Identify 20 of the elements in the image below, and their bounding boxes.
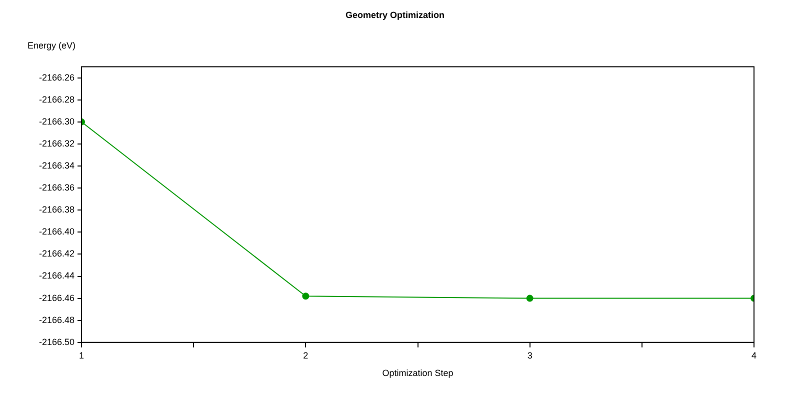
y-tick-label: -2166.44	[39, 270, 75, 281]
x-axis-title: Optimization Step	[382, 368, 454, 378]
y-tick-label: -2166.36	[39, 182, 75, 193]
y-tick-label: -2166.46	[39, 292, 75, 303]
chart-title: Geometry Optimization	[345, 10, 445, 20]
y-tick-label: -2166.30	[39, 116, 75, 126]
y-tick-label: -2166.34	[39, 160, 75, 170]
y-tick-label: -2166.48	[39, 314, 75, 325]
y-tick-label: -2166.42	[39, 248, 75, 259]
x-tick-label: 4	[751, 350, 757, 360]
y-tick-label: -2166.28	[39, 94, 75, 104]
y-axis-title: Energy (eV)	[28, 40, 76, 50]
y-tick-label: -2166.40	[39, 226, 75, 237]
y-tick-label: -2166.32	[39, 138, 75, 148]
y-tick-label: -2166.50	[39, 336, 75, 347]
x-tick-label: 2	[303, 350, 308, 360]
x-tick-label: 3	[527, 350, 532, 360]
x-tick-label: 1	[79, 350, 84, 360]
y-tick-label: -2166.26	[39, 72, 75, 82]
y-tick-label: -2166.38	[39, 204, 75, 215]
